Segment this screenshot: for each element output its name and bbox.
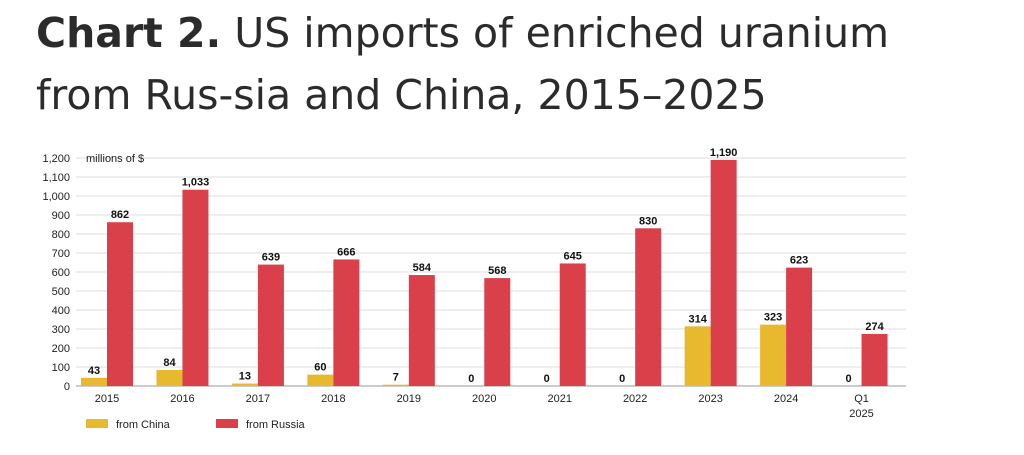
bar-russia-9 [786,267,813,386]
bar-russia-6 [559,263,586,386]
data-label-russia-6: 645 [564,250,582,262]
chart-title: Chart 2. US imports of enriched uranium … [36,2,996,126]
data-label-china-2: 13 [239,371,251,383]
legend: from China from Russia [86,419,306,431]
bar-russia-2 [257,264,284,386]
bar-russia-3 [333,259,360,386]
y-tick-label: 500 [52,286,70,298]
data-label-china-5: 0 [468,373,474,385]
bar-china-9 [760,324,787,386]
x-tick-label: 2019 [397,393,421,405]
bars: 43 862 84 1,033 13 639 60 666 7 584 0 568 0 645 0 830 31… [81,147,888,386]
data-label-russia-0: 862 [111,209,129,221]
data-label-russia-10: 274 [865,321,884,333]
data-label-russia-4: 584 [413,262,432,274]
chart-title-lead: Chart 2. [36,9,222,57]
data-label-russia-7: 830 [639,215,657,227]
data-label-china-10: 0 [845,373,851,385]
data-label-russia-8: 1,190 [710,147,738,159]
y-tick-label: 900 [52,210,70,222]
data-label-china-1: 84 [163,357,176,369]
y-tick-label: 1,100 [42,172,70,184]
x-tick-label: 2022 [623,393,647,405]
x-tick-label: 2016 [170,393,194,405]
y-tick-label: 0 [64,381,70,393]
y-axis-label: millions of $ [86,153,144,165]
x-tick-label: 2020 [472,393,496,405]
x-tick-label: 2017 [246,393,270,405]
data-label-china-8: 314 [688,313,707,325]
bar-russia-0 [107,222,133,386]
y-tick-label: 800 [52,229,70,241]
x-tick-label: 2015 [95,393,119,405]
data-label-russia-5: 568 [488,265,506,277]
bar-china-1 [156,370,183,386]
bar-russia-7 [635,228,662,386]
data-label-russia-9: 623 [790,255,808,267]
data-label-china-6: 0 [544,373,550,385]
bar-russia-10 [861,333,888,386]
bar-china-4 [382,384,409,386]
bar-russia-5 [484,278,511,386]
x-axis: 2015 2016 2017 2018 2019 2020 2021 2022 2023 2024… [95,393,874,420]
y-tick-label: 200 [52,343,70,355]
data-label-china-4: 7 [393,372,399,384]
x-tick-label: 2024 [774,393,798,405]
data-label-china-7: 0 [619,373,625,385]
bar-china-2 [231,383,258,386]
x-tick-label: 2021 [547,393,571,405]
x-tick-label: 2018 [321,393,345,405]
data-label-china-3: 60 [314,362,326,374]
y-tick-label: 300 [52,324,70,336]
y-tick-label: 600 [52,267,70,279]
bar-russia-1 [182,189,209,386]
data-label-russia-1: 1,033 [182,177,210,189]
bar-russia-8 [710,159,737,386]
data-label-russia-3: 666 [337,246,355,258]
y-axis: 0 100 200 300 400 500 600 700 800 900 1,000 1,100 1,… [42,153,144,393]
bar-russia-4 [408,275,435,386]
legend-label-russia: from Russia [246,419,306,431]
y-tick-label: 100 [52,362,70,374]
chart-title-text: US imports of enriched uranium from Rus-… [36,9,890,119]
legend-swatch-russia [216,419,238,428]
bar-china-0 [81,377,107,386]
y-tick-label: 1,000 [42,191,70,203]
x-tick-label: 2023 [698,393,722,405]
y-tick-label: 400 [52,305,70,317]
legend-swatch-china [86,419,108,428]
bar-china-3 [307,374,334,386]
data-label-china-9: 323 [764,312,782,324]
data-label-china-0: 43 [88,365,100,377]
y-tick-label: 1,200 [42,153,70,165]
data-label-russia-2: 639 [262,252,280,264]
y-tick-label: 700 [52,248,70,260]
x-tick-label: Q1 2025 [849,393,873,420]
bar-china-8 [684,326,711,386]
legend-label-china: from China [116,419,171,431]
